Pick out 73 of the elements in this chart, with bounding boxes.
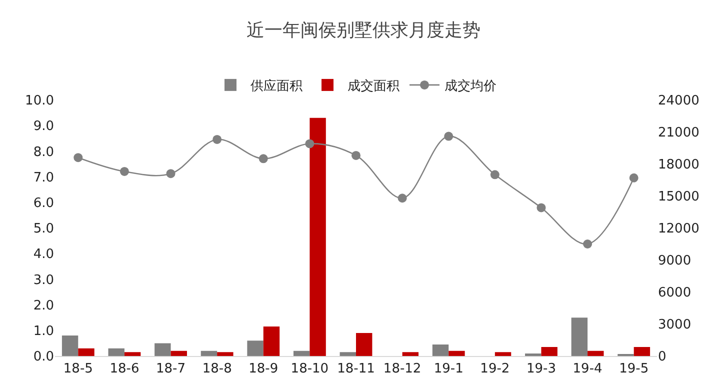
point <box>583 240 592 248</box>
bar <box>124 352 141 356</box>
bar <box>525 353 542 356</box>
y-tick-label: 10.0 <box>25 94 54 109</box>
x-tick-label: 19-2 <box>480 362 510 377</box>
x-tick-label: 18-8 <box>202 362 232 377</box>
y-tick-label: 3.0 <box>33 272 54 288</box>
y2-tick-label: 3000 <box>658 318 692 333</box>
chart-title: 近一年闽侯别墅供求月度走势 <box>246 20 480 42</box>
bar <box>78 348 94 356</box>
bar <box>247 340 264 356</box>
bar <box>432 344 449 356</box>
legend-label: 成交均价 <box>444 78 496 94</box>
y2-tick-label: 24000 <box>658 94 700 109</box>
point <box>120 166 129 176</box>
y2-tick-label: 15000 <box>658 190 700 205</box>
bar <box>263 326 280 356</box>
point <box>212 134 222 144</box>
x-tick-label: 19-4 <box>572 362 602 377</box>
y2-tick-label: 21000 <box>658 126 700 141</box>
bar <box>402 352 419 356</box>
y-tick-label: 7.0 <box>33 170 54 186</box>
point <box>629 173 638 182</box>
bar <box>293 350 310 356</box>
point <box>352 150 360 160</box>
y-tick-label: 4.0 <box>33 247 54 262</box>
y2-tick-label: 12000 <box>658 222 700 237</box>
y-tick-label: 6.0 <box>33 196 54 211</box>
bar <box>448 350 465 356</box>
bar <box>494 352 512 356</box>
y-tick-label: 0.0 <box>33 350 54 365</box>
x-tick-label: 18-9 <box>248 362 278 377</box>
y-tick-label: 9.0 <box>33 119 54 134</box>
bar <box>310 118 326 356</box>
y-tick-label: 5.0 <box>33 222 54 237</box>
point <box>74 153 83 162</box>
y-tick-label: 8.0 <box>33 144 54 160</box>
y2-tick-label: 6000 <box>658 286 692 301</box>
bar <box>541 347 558 356</box>
point <box>444 132 454 141</box>
bar <box>340 352 356 356</box>
x-tick-label: 18-6 <box>110 362 140 377</box>
point <box>536 203 546 212</box>
x-tick-label: 19-1 <box>434 362 464 377</box>
bar <box>200 350 218 356</box>
legend-label: 成交面积 <box>348 78 400 94</box>
bar <box>571 318 588 356</box>
x-tick-label: 19-5 <box>619 362 649 377</box>
point <box>398 194 407 203</box>
x-tick-label: 18-10 <box>290 362 329 377</box>
bar <box>356 332 372 356</box>
y2-tick-label: 18000 <box>658 158 700 173</box>
y-tick-label: 2.0 <box>33 298 54 314</box>
bar <box>62 336 78 356</box>
legend-label: 供应面积 <box>250 78 302 94</box>
y2-tick-label: 0 <box>658 350 666 365</box>
x-tick-label: 18-5 <box>63 362 93 377</box>
x-tick-label: 18-12 <box>383 362 422 377</box>
bar <box>108 348 124 356</box>
bar <box>588 350 604 356</box>
x-tick-label: 18-11 <box>337 362 375 377</box>
y2-tick-label: 9000 <box>658 254 692 269</box>
bar <box>217 352 234 356</box>
point <box>258 154 268 164</box>
x-tick-label: 19-3 <box>526 362 556 377</box>
point <box>305 139 314 148</box>
bar <box>154 343 171 356</box>
bar <box>634 347 650 356</box>
y-tick-label: 1.0 <box>33 324 54 339</box>
bar <box>170 350 187 356</box>
point <box>166 169 176 178</box>
x-tick-label: 18-7 <box>156 362 186 377</box>
point <box>490 170 500 180</box>
